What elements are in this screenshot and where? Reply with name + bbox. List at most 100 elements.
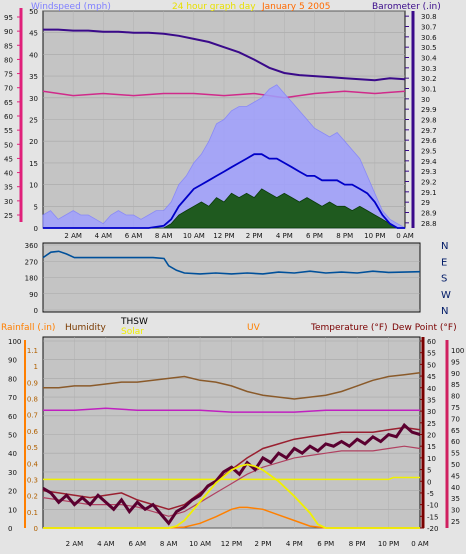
wind-x-tick-label: 12 PM [213,232,234,240]
dewpoint-pct-tick-label: 75 [451,404,460,412]
dewpoint-pct-tick-label: 30 [451,507,460,515]
rainfall-axis-label: Rainfall (.in) [1,323,55,333]
temperature-tick-label: 15 [427,443,436,451]
wind-pink-line [42,90,406,99]
wind-x-tick-label: 4 AM [95,232,113,240]
uv-line [43,506,420,529]
baro-tick-label: 30.5 [421,44,437,52]
direction-compass-label: W [441,290,451,301]
weather-x-tick-label: 2 PM [254,540,271,548]
wind-outer-tick-label: 55 [4,127,13,135]
weather-x-tick-label: 4 AM [97,540,115,548]
baro-tick-label: 30.1 [421,86,437,94]
baro-tick-label: 29.4 [421,158,437,166]
thsw-line [42,422,421,526]
rainfall-pct-tick-label: 60 [8,413,17,421]
dewpoint-pct-tick-label: 35 [451,495,460,503]
wind-x-tick-label: 2 AM [64,232,82,240]
temperature-tick-label: 10 [427,455,436,463]
wind-x-tick-label: 4 PM [276,232,293,240]
rainfall-amount-tick-label: 0.2 [27,493,38,501]
baro-tick-label: 30.4 [421,55,437,63]
wind-direction-line [42,250,421,275]
direction-tick-label: 360 [25,242,38,250]
wind-outer-tick-label: 95 [4,14,13,22]
wind-outer-tick-label: 70 [4,85,13,93]
temperature-tick-label: -5 [427,490,434,498]
wind-tick-label: 30 [29,95,38,103]
rainfall-pct-tick-label: 50 [8,432,17,440]
baro-tick-label: 30.2 [421,75,437,83]
wind-x-tick-label: 10 PM [364,232,385,240]
rainfall-amount-tick-label: 0.9 [27,379,38,387]
uv-label: UV [247,323,261,333]
rainfall-amount-tick-label: 0.5 [27,444,38,452]
wind-tick-label: 0 [34,225,38,233]
rainfall-pct-tick-label: 80 [8,375,17,383]
wind-x-tick-label: 8 AM [155,232,173,240]
barometer-axis-label: Barometer (.in) [372,2,441,12]
wind-x-tick-label: 2 PM [246,232,263,240]
baro-tick-label: 29.3 [421,168,437,176]
rainfall-pct-tick-label: 100 [8,338,21,346]
direction-tick-label: 180 [25,275,38,283]
direction-compass-label: E [441,257,447,268]
temperature-tick-label: -15 [427,513,438,521]
baro-tick-label: 29.6 [421,137,437,145]
temperature-tick-label: 20 [427,432,436,440]
dewpoint-pct-tick-label: 80 [451,393,460,401]
weather-x-tick-label: 12 PM [221,540,242,548]
chart-title: 24 hour graph day [172,2,256,12]
direction-tick-label: 0 [34,307,38,315]
dewpoint-pct-tick-label: 95 [451,358,460,366]
humidity-magenta-line [43,407,420,413]
baro-tick-label: 29.7 [421,127,437,135]
dewpoint-pct-tick-label: 85 [451,381,460,389]
rainfall-amount-tick-label: 0.3 [27,476,38,484]
wind-x-tick-label: 8 PM [336,232,353,240]
temperature-tick-label: 60 [427,338,436,346]
baro-tick-label: 30.7 [421,24,437,32]
wind-outer-tick-label: 30 [4,198,13,206]
baro-tick-label: 30.8 [421,13,437,21]
wind-tick-label: 45 [29,30,38,38]
wind-x-tick-label: 0 AM [396,232,414,240]
direction-tick-label: 270 [25,258,38,266]
wind-tick-label: 25 [29,117,38,125]
wind-tick-label: 15 [29,160,38,168]
temperature-tick-label: 45 [427,373,436,381]
rainfall-amount-tick-label: 0 [34,525,38,533]
rainfall-amount-tick-label: 0.1 [27,509,38,517]
dewpoint-pct-tick-label: 45 [451,472,460,480]
solar-line [43,463,420,529]
baro-tick-label: 29.8 [421,117,437,125]
rainfall-pct-tick-label: 10 [8,506,17,514]
wind-tick-label: 40 [29,51,38,59]
temperature-tick-label: 55 [427,350,436,358]
rainfall-pct-tick-label: 30 [8,469,17,477]
wind-outer-tick-label: 80 [4,56,13,64]
weather-x-tick-label: 0 AM [411,540,429,548]
wind-blue-line [43,153,405,229]
rainfall-amount-tick-label: 0.4 [27,460,39,468]
temperature-tick-label: 0 [427,478,431,486]
wind-outer-tick-label: 60 [4,113,13,121]
wind-outer-tick-label: 65 [4,99,13,107]
wind-outer-tick-label: 85 [4,42,13,50]
weather-x-tick-label: 4 PM [286,540,303,548]
direction-compass-label: N [441,306,448,317]
baro-tick-label: 29.5 [421,148,437,156]
rainfall-amount-tick-label: 0.7 [27,412,38,420]
baro-tick-label: 29.1 [421,189,437,197]
rainfall-pct-tick-label: 0 [8,525,12,533]
temperature-tick-label: 40 [427,385,436,393]
wind-x-tick-label: 6 PM [306,232,323,240]
rainfall-amount-tick-label: 1.1 [27,347,38,355]
rainfall-pct-tick-label: 90 [8,357,17,365]
humidity-line [43,372,421,400]
dewpoint-pct-tick-label: 40 [451,484,460,492]
wind-tick-label: 50 [29,8,38,16]
wind-outer-tick-label: 45 [4,155,13,163]
